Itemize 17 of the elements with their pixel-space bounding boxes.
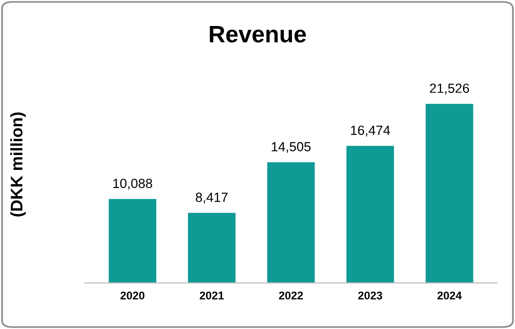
- x-tick-label: 2024: [437, 292, 462, 300]
- data-label: 8,417: [196, 192, 228, 204]
- data-label: 10,088: [113, 178, 152, 190]
- chart-title: Revenue: [210, 26, 306, 43]
- data-label: 14,505: [272, 142, 311, 153]
- data-label: 21,526: [430, 84, 470, 94]
- x-tick-label: 2023: [358, 292, 382, 300]
- bar: [267, 162, 315, 283]
- x-tick-label: 2022: [279, 292, 303, 300]
- x-tick-label: 2021: [200, 292, 224, 300]
- bar: [346, 146, 394, 283]
- bar: [426, 104, 474, 283]
- bar: [108, 199, 156, 283]
- bar: [188, 212, 236, 283]
- x-tick-label: 2020: [120, 292, 144, 300]
- y-axis-title: (DKK million): [10, 112, 26, 216]
- data-label: 16,474: [351, 126, 390, 137]
